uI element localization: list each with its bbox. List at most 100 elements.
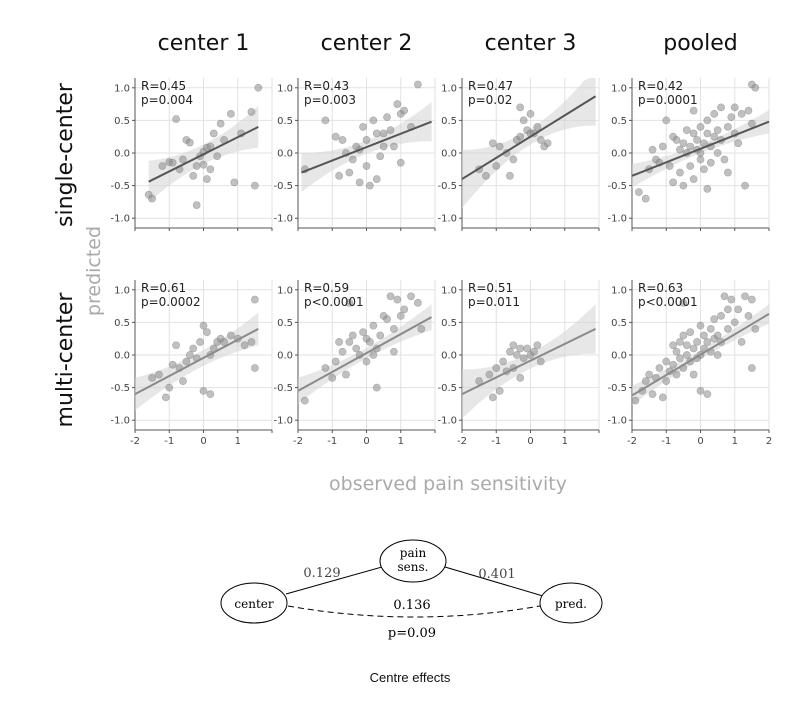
column-title: pooled	[663, 31, 738, 56]
data-point	[506, 171, 514, 180]
y-tick-label: -0.5	[110, 383, 130, 394]
data-point	[185, 351, 194, 359]
data-point	[669, 341, 677, 350]
scatter-panel: -1.0 -0.5 0.0 0.5 1.0 -2 -1 0 1 R=0.51p=0.011	[437, 280, 600, 447]
data-point	[300, 396, 309, 405]
data-point	[250, 364, 259, 372]
data-point	[747, 364, 756, 372]
x-tick-label: -2	[457, 436, 467, 447]
data-point	[516, 103, 525, 112]
scatter-panel: -1.0 -0.5 0.0 0.5 1.0 R=0.43p=0.003	[273, 78, 436, 231]
data-point	[696, 321, 705, 330]
data-point	[148, 194, 157, 203]
data-point	[485, 370, 494, 379]
data-point	[172, 115, 180, 123]
data-point	[506, 347, 514, 356]
data-point	[676, 354, 684, 363]
data-point	[689, 129, 698, 138]
data-point	[213, 152, 222, 161]
data-point	[362, 357, 371, 366]
x-tick-label: 1	[398, 436, 404, 447]
data-point	[713, 331, 722, 340]
data-point	[247, 108, 256, 116]
data-point	[710, 109, 719, 118]
node-pred-label: pred.	[555, 597, 587, 611]
data-point	[682, 126, 691, 135]
data-point	[250, 295, 259, 304]
scatter-panel: -1.0 -0.5 0.0 0.5 1.0 -2 -1 0 1 R=0.59p<0.0001	[273, 280, 436, 447]
data-point	[700, 165, 708, 174]
data-point	[512, 351, 521, 359]
data-point	[669, 178, 677, 187]
data-point	[720, 155, 729, 164]
data-point	[641, 377, 650, 385]
x-tick-label: 1	[235, 436, 241, 447]
data-point	[516, 344, 525, 353]
y-tick-label: -0.5	[607, 181, 627, 192]
data-point	[717, 311, 725, 320]
data-point	[689, 370, 698, 379]
x-tick-label: 2	[766, 436, 772, 447]
data-point	[321, 364, 330, 372]
edge-label-center-pred-p: p=0.09	[388, 626, 436, 641]
data-point	[631, 396, 640, 405]
y-tick-label: 0.5	[611, 116, 627, 127]
data-point	[672, 370, 681, 379]
data-point	[362, 162, 371, 170]
data-point	[230, 178, 239, 187]
regression-line	[301, 120, 432, 174]
data-point	[254, 83, 263, 92]
node-pain-label-line1: pain	[400, 546, 427, 560]
data-point	[488, 139, 497, 148]
data-point	[179, 155, 187, 164]
data-point	[372, 129, 381, 138]
data-point	[533, 341, 542, 350]
node-pred	[539, 582, 603, 624]
data-point	[369, 116, 378, 125]
confidence-band	[462, 78, 596, 209]
edge-label-pain-pred: 0.401	[478, 567, 515, 582]
data-point	[662, 377, 671, 385]
y-tick-label: 0.5	[277, 116, 293, 127]
data-point	[730, 318, 739, 327]
x-tick-label: 0	[527, 436, 533, 447]
data-point	[328, 373, 337, 382]
y-tick-label: -0.5	[437, 383, 457, 394]
y-tick-label: 1.0	[441, 83, 457, 94]
data-point	[658, 393, 667, 402]
y-tick-label: 0.0	[277, 351, 293, 362]
data-point	[734, 139, 743, 148]
stat-r: R=0.42	[638, 79, 683, 93]
data-point	[372, 383, 381, 392]
y-tick-label: 1.0	[441, 285, 457, 296]
data-point	[383, 113, 391, 122]
data-point	[199, 386, 208, 395]
regression-line	[134, 328, 259, 396]
data-point	[662, 116, 671, 125]
regression-line	[461, 328, 597, 396]
data-point	[179, 377, 187, 385]
data-point	[379, 129, 388, 138]
data-point	[693, 338, 701, 346]
stat-p: p=0.011	[468, 295, 520, 309]
x-tick-label: -1	[491, 436, 501, 447]
y-tick-label: 0.0	[114, 149, 130, 160]
data-point	[345, 298, 354, 307]
data-point	[155, 370, 163, 379]
data-point	[345, 168, 354, 177]
y-tick-label: -0.5	[110, 181, 130, 192]
data-point	[519, 116, 528, 125]
data-point	[724, 305, 732, 314]
data-point	[713, 351, 722, 359]
data-point	[706, 325, 715, 333]
stat-r: R=0.43	[304, 79, 349, 93]
y-tick-label: 1.0	[611, 285, 627, 296]
node-pain-sensitivity	[379, 539, 447, 583]
data-point	[209, 129, 218, 138]
data-point	[727, 295, 736, 304]
data-point	[682, 341, 691, 350]
y-tick-label: -0.5	[607, 383, 627, 394]
path-diagram: pain sens. center pred. 0.129 0.401 0.13…	[220, 539, 603, 641]
data-point	[734, 305, 743, 314]
data-point	[192, 162, 201, 170]
